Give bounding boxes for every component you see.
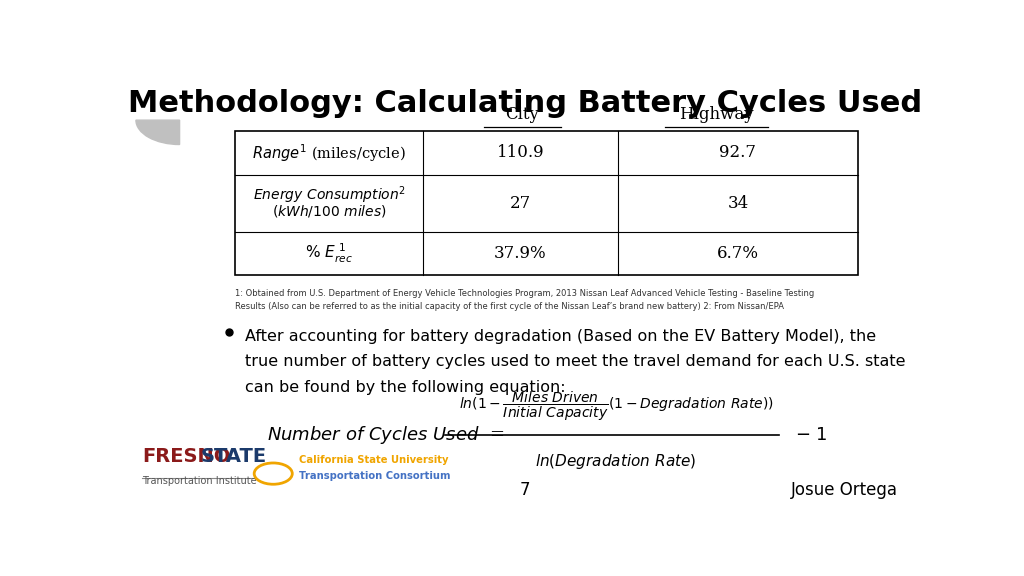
Text: California State University: California State University <box>299 454 449 465</box>
Text: 6.7%: 6.7% <box>717 245 759 262</box>
Text: After accounting for battery degradation (Based on the EV Battery Model), the: After accounting for battery degradation… <box>245 328 876 343</box>
Text: Highway: Highway <box>680 106 754 123</box>
Text: 34: 34 <box>727 195 749 212</box>
Text: CSUTC: CSUTC <box>261 471 286 476</box>
Text: $\mathit{Range}^1$ (miles/cycle): $\mathit{Range}^1$ (miles/cycle) <box>252 142 406 164</box>
Text: FRESNO: FRESNO <box>142 447 230 466</box>
Text: City: City <box>506 106 540 123</box>
Text: Josue Ortega: Josue Ortega <box>791 482 898 499</box>
Text: $\mathit{Energy\ Consumption}^2$: $\mathit{Energy\ Consumption}^2$ <box>253 185 406 206</box>
Text: 110.9: 110.9 <box>497 145 544 161</box>
Text: $\mathit{ln}(1 - \dfrac{\mathit{Miles\ Driven}}{\mathit{Initial\ Capacity}}(1 - : $\mathit{ln}(1 - \dfrac{\mathit{Miles\ D… <box>459 389 773 423</box>
Wedge shape <box>136 120 179 145</box>
Text: Transportation Institute: Transportation Institute <box>142 476 257 486</box>
Circle shape <box>254 463 292 484</box>
Text: Methodology: Calculating Battery Cycles Used: Methodology: Calculating Battery Cycles … <box>128 89 922 118</box>
Text: true number of battery cycles used to meet the travel demand for each U.S. state: true number of battery cycles used to me… <box>245 354 905 369</box>
Text: 1: Obtained from U.S. Department of Energy Vehicle Technologies Program, 2013 Ni: 1: Obtained from U.S. Department of Ener… <box>236 289 814 298</box>
Text: $-\ 1$: $-\ 1$ <box>795 426 827 444</box>
Text: 7: 7 <box>519 482 530 499</box>
Text: 27: 27 <box>510 195 531 212</box>
Text: can be found by the following equation:: can be found by the following equation: <box>245 380 565 395</box>
Bar <box>236 131 858 275</box>
Text: 92.7: 92.7 <box>720 145 757 161</box>
Text: Results (Also can be referred to as the initial capacity of the first cycle of t: Results (Also can be referred to as the … <box>236 302 784 311</box>
Text: $\mathit{\%\ E_{rec}^{\ 1}}$: $\mathit{\%\ E_{rec}^{\ 1}}$ <box>305 242 353 266</box>
Text: $\mathit{ln(Degradation\ Rate)}$: $\mathit{ln(Degradation\ Rate)}$ <box>536 452 696 471</box>
Text: 37.9%: 37.9% <box>495 245 547 262</box>
Text: $\mathit{(kWh/100\ miles)}$: $\mathit{(kWh/100\ miles)}$ <box>271 203 387 219</box>
Text: Transportation Consortium: Transportation Consortium <box>299 471 451 481</box>
Text: STATE: STATE <box>201 447 266 466</box>
Text: $\mathit{Number\ of\ Cycles\ Used}$  =: $\mathit{Number\ of\ Cycles\ Used}$ = <box>267 424 504 446</box>
